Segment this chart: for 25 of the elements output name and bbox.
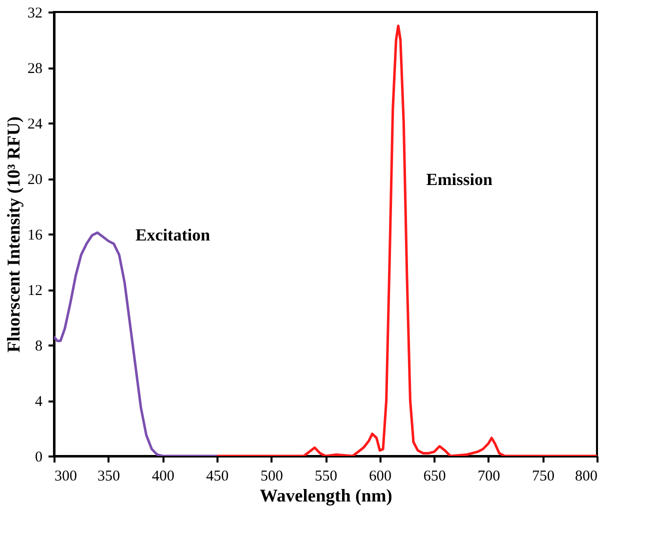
- x-tick-label: 550: [314, 468, 338, 484]
- x-tick-label: 650: [423, 468, 446, 484]
- y-tick-label: 0: [35, 450, 42, 466]
- x-axis-title: Wavelength (nm): [260, 486, 392, 506]
- line-series: [216, 24, 597, 456]
- x-tick-label: 300: [54, 468, 77, 484]
- y-tick-label: 24: [28, 116, 43, 132]
- x-tick-label: 450: [206, 468, 229, 484]
- x-tick-label: 350: [98, 468, 120, 484]
- y-tick-label: 4: [35, 394, 43, 410]
- x-tick-label: 400: [152, 468, 174, 484]
- y-axis-title: Fluorscent Intensity (10³ RFU): [4, 116, 24, 352]
- y-tick-label: 28: [28, 61, 42, 77]
- x-tick-label: 500: [260, 468, 283, 484]
- y-tick-label: 20: [28, 172, 42, 188]
- y-tick-label: 16: [28, 228, 43, 244]
- y-tick-label: 32: [28, 6, 42, 22]
- annotation: Emission: [426, 170, 493, 189]
- y-tick-label: 12: [28, 283, 42, 299]
- annotation: Excitation: [135, 226, 211, 245]
- x-tick-label: 600: [369, 468, 392, 484]
- x-tick-label: 800: [575, 468, 598, 484]
- x-tick-label: 700: [478, 468, 500, 484]
- x-tick-label: 750: [532, 468, 554, 484]
- y-tick-label: 8: [35, 338, 42, 354]
